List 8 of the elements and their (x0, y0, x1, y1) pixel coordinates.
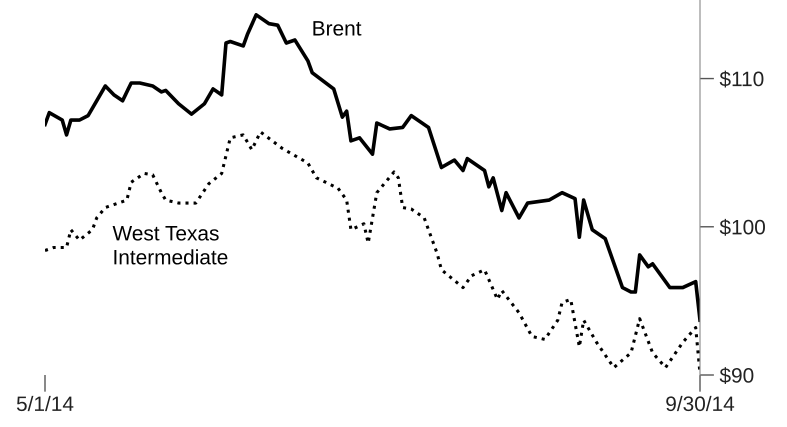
y-tick-label: $90 (720, 367, 754, 384)
y-tick-label: $100 (720, 218, 765, 236)
x-tick-label: 9/30/14 (666, 396, 734, 412)
line-series (45, 13, 700, 322)
series-label: West Texas Intermediate (112, 226, 228, 265)
x-tick-label: 5/1/14 (16, 396, 74, 412)
series-label: Brent (313, 21, 362, 36)
y-tick-label: $110 (720, 70, 764, 88)
